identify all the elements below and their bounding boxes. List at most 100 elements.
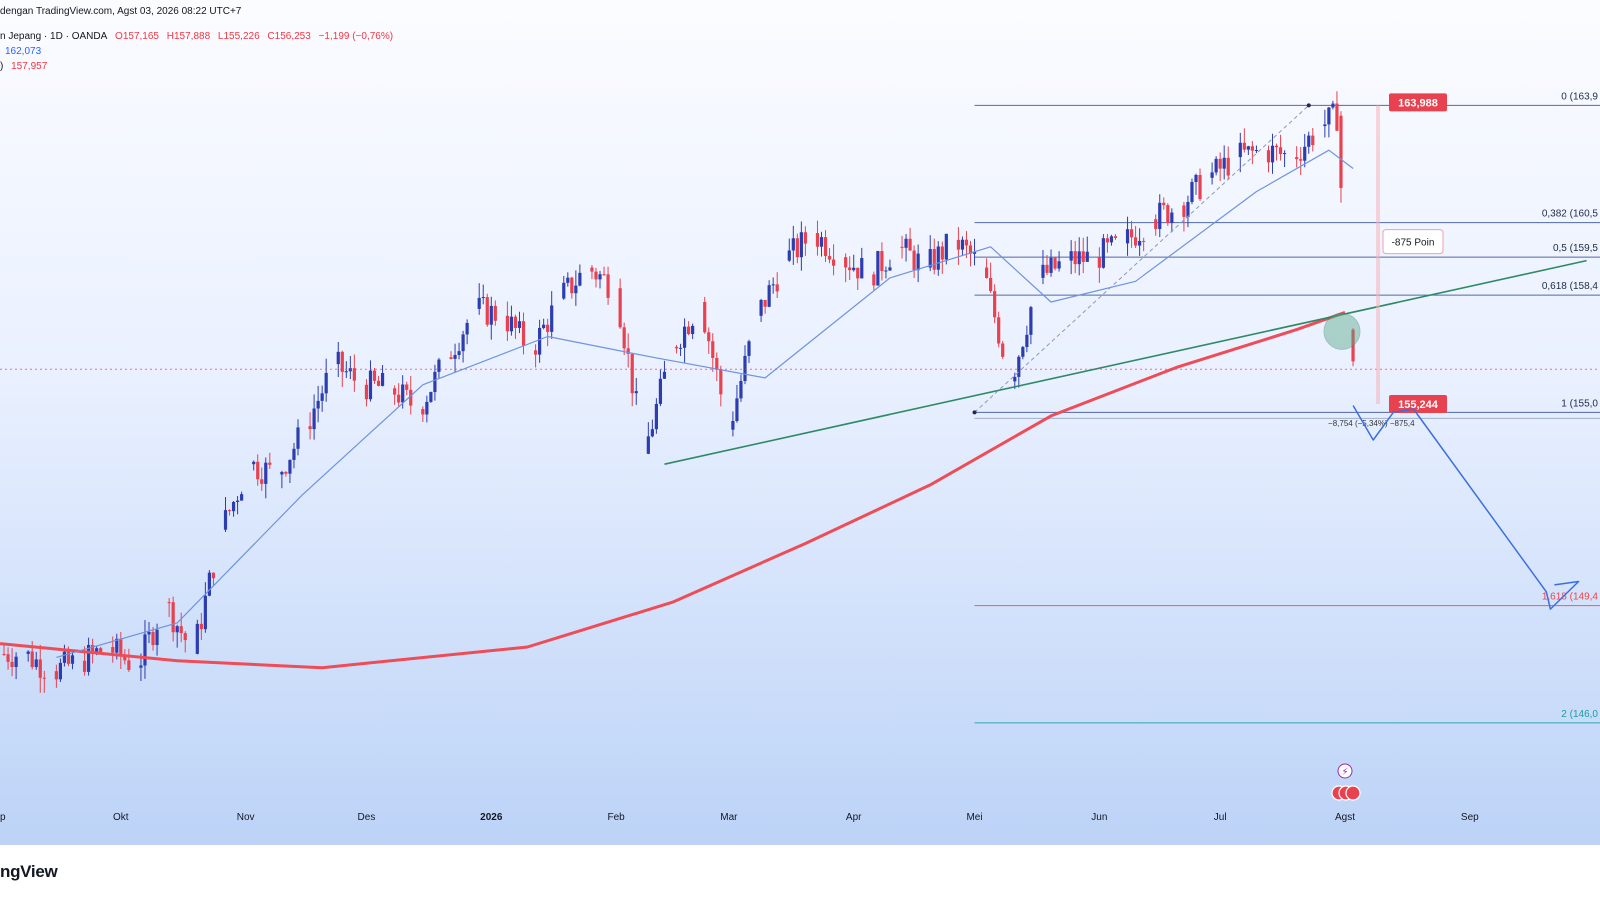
candle-body <box>735 398 739 421</box>
candle-body <box>590 267 594 272</box>
candle-body <box>997 317 1001 344</box>
candle-body <box>1254 150 1259 152</box>
candle-body <box>985 267 989 278</box>
price-tag-upper: 163,988 <box>1398 97 1438 109</box>
fibonacci-levels[interactable]: 0 (163,9 0,382 (160,5 0,5 (159,5 0,618 (158… <box>974 91 1600 724</box>
candle-body <box>477 297 481 309</box>
candle-body <box>570 277 574 294</box>
candle-body <box>630 353 634 394</box>
candle-body <box>550 305 554 332</box>
symbol-label: n Jepang · 1D · OANDA <box>0 31 108 42</box>
candle-body <box>38 659 42 678</box>
candle-body <box>1053 257 1057 269</box>
candle-body <box>175 626 179 633</box>
candle-body <box>1266 150 1271 163</box>
candle-body <box>719 369 723 395</box>
candle-body <box>376 380 381 386</box>
candle-body <box>372 370 377 381</box>
candle-body <box>457 351 461 355</box>
candle-body <box>1142 240 1146 242</box>
candle-body <box>30 651 34 668</box>
flag-icon <box>1345 785 1361 801</box>
candle-body <box>1073 251 1077 265</box>
candle-body <box>231 501 236 512</box>
candle-body <box>1222 157 1226 169</box>
candle-body <box>465 322 469 335</box>
candle-body <box>687 326 691 334</box>
candle-body <box>405 384 409 390</box>
candle-body <box>598 274 602 280</box>
candle-body <box>856 267 860 279</box>
candle-body <box>703 302 707 333</box>
ma-fast-line <box>56 149 1354 658</box>
candle-body <box>1001 343 1005 357</box>
candle-body <box>86 644 91 672</box>
candle-body <box>618 288 622 328</box>
candle-body <box>916 253 920 271</box>
candle-body <box>602 274 606 276</box>
drawing-tools[interactable]: −8,754 (−5,34%) −875,4 163,988 155,244 -875… <box>0 93 1600 801</box>
candle-body <box>151 631 155 646</box>
candle-body <box>316 400 320 409</box>
ma-fast-value: 162,073 <box>5 46 42 57</box>
candle-body <box>517 321 522 328</box>
candle-body <box>1335 103 1339 131</box>
candle-body <box>256 461 260 480</box>
candle-body <box>654 403 658 430</box>
candle-body <box>296 427 300 449</box>
candle-body <box>437 359 441 372</box>
candle-body <box>429 392 433 402</box>
header-line-1: dengan TradingView.com, Agst 03, 2026 08… <box>0 6 246 17</box>
candle-body <box>340 351 344 372</box>
x-tick-label: Agst <box>1335 812 1355 823</box>
x-tick-label: Okt <box>113 812 129 823</box>
candle-body <box>155 629 159 646</box>
low-value: L155,226 <box>217 31 260 42</box>
candle-body <box>240 494 244 501</box>
change-value: −1,199 (−0,76%) <box>318 31 394 42</box>
candle-body <box>1218 158 1222 169</box>
candle-body <box>1162 202 1166 206</box>
candle-body <box>1194 174 1198 182</box>
candle-body <box>711 341 715 358</box>
candle-body <box>1270 145 1275 163</box>
measure-bar <box>1376 105 1381 405</box>
candle-body <box>364 384 369 400</box>
fib-label: 0,618 (158,4 <box>1542 281 1599 292</box>
candle-body <box>312 408 316 430</box>
candle-body <box>972 251 977 254</box>
candle-body <box>993 291 997 318</box>
candle-body <box>505 315 509 332</box>
candle-body <box>787 250 791 261</box>
candle-body <box>195 623 199 654</box>
candle-body <box>235 500 240 502</box>
candle-body <box>1282 153 1287 155</box>
candle-body <box>888 267 892 271</box>
candle-body <box>1085 251 1089 262</box>
candle-body <box>1129 229 1134 238</box>
candle-body <box>449 357 453 359</box>
candle-body <box>509 316 514 332</box>
candle-body <box>344 371 348 373</box>
candle-body <box>1105 238 1110 243</box>
candle-body <box>1166 205 1170 224</box>
candle-body <box>1274 145 1279 148</box>
candle-body <box>912 250 916 271</box>
candle-body <box>1250 146 1254 151</box>
candle-body <box>485 297 489 325</box>
price-tag-lower-bg <box>1389 395 1447 413</box>
candle-body <box>799 232 803 258</box>
candle-body <box>1307 135 1311 147</box>
x-tick-label: Feb <box>608 812 626 823</box>
candle-body <box>715 357 719 370</box>
candle-body <box>280 471 284 475</box>
candle-body <box>1077 251 1081 265</box>
candle-body <box>646 436 650 454</box>
candle-body <box>320 393 324 401</box>
candle-body <box>932 249 936 270</box>
lightning-icon <box>1337 763 1353 779</box>
candle-body <box>58 662 63 680</box>
highlight-circle <box>1323 312 1361 350</box>
